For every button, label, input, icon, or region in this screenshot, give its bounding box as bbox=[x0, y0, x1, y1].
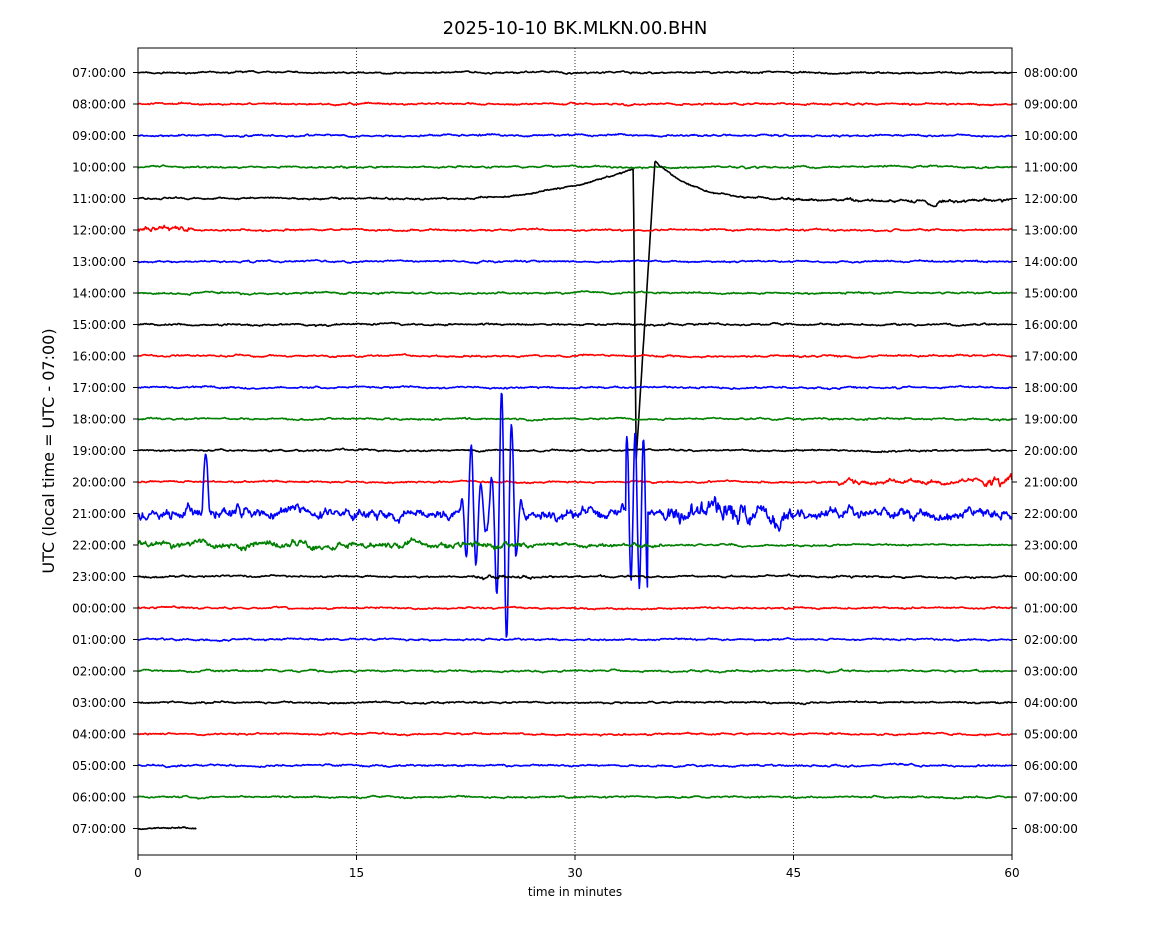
right-time-label: 03:00:00 bbox=[1024, 665, 1078, 679]
right-time-label: 16:00:00 bbox=[1024, 318, 1078, 332]
left-time-label: 20:00:00 bbox=[72, 476, 126, 490]
right-time-label: 08:00:00 bbox=[1024, 66, 1078, 80]
left-time-label: 23:00:00 bbox=[72, 570, 126, 584]
right-time-labels: 08:00:00 09:00:00 10:00:00 11:00:00 12:00:00… bbox=[1012, 66, 1078, 836]
x-tick-label: 15 bbox=[349, 866, 364, 880]
seismic-trace bbox=[137, 605, 1013, 611]
right-time-label: 04:00:00 bbox=[1024, 696, 1078, 710]
seismic-trace bbox=[137, 133, 1013, 138]
left-time-label: 11:00:00 bbox=[72, 192, 126, 206]
x-tick-label: 45 bbox=[786, 866, 801, 880]
right-time-label: 12:00:00 bbox=[1024, 192, 1078, 206]
trace-group bbox=[137, 70, 1013, 831]
grid-lines bbox=[356, 48, 794, 855]
right-time-label: 08:00:00 bbox=[1024, 822, 1078, 836]
left-time-label: 07:00:00 bbox=[72, 822, 126, 836]
right-time-label: 19:00:00 bbox=[1024, 413, 1078, 427]
left-time-label: 00:00:00 bbox=[72, 602, 126, 616]
seismic-trace bbox=[137, 537, 1013, 552]
left-time-label: 17:00:00 bbox=[72, 381, 126, 395]
left-time-label: 06:00:00 bbox=[72, 791, 126, 805]
seismic-trace bbox=[137, 160, 1013, 461]
right-time-label: 22:00:00 bbox=[1024, 507, 1078, 521]
seismic-trace bbox=[137, 290, 1013, 296]
seismic-trace bbox=[137, 392, 1013, 638]
left-time-label: 12:00:00 bbox=[72, 224, 126, 238]
right-time-label: 18:00:00 bbox=[1024, 381, 1078, 395]
chart-title: 2025-10-10 BK.MLKN.00.BHN bbox=[443, 18, 708, 39]
seismic-trace bbox=[137, 731, 1013, 737]
seismic-trace bbox=[137, 164, 1013, 170]
right-time-label: 10:00:00 bbox=[1024, 129, 1078, 143]
seismic-trace bbox=[137, 258, 1013, 265]
left-time-label: 05:00:00 bbox=[72, 759, 126, 773]
x-axis-ticks: 0 15 30 45 60 bbox=[134, 855, 1020, 880]
left-time-labels: 07:00:00 08:00:00 09:00:00 10:00:00 11:00:00… bbox=[72, 66, 138, 836]
right-time-label: 20:00:00 bbox=[1024, 444, 1078, 458]
y-axis-label: UTC (local time = UTC - 07:00) bbox=[39, 328, 58, 573]
right-time-label: 00:00:00 bbox=[1024, 570, 1078, 584]
x-tick-label: 0 bbox=[134, 866, 142, 880]
left-time-label: 07:00:00 bbox=[72, 66, 126, 80]
left-time-label: 18:00:00 bbox=[72, 413, 126, 427]
right-time-label: 09:00:00 bbox=[1024, 98, 1078, 112]
right-time-label: 14:00:00 bbox=[1024, 255, 1078, 269]
right-time-label: 23:00:00 bbox=[1024, 539, 1078, 553]
left-time-label: 02:00:00 bbox=[72, 665, 126, 679]
right-time-label: 21:00:00 bbox=[1024, 476, 1078, 490]
left-time-label: 10:00:00 bbox=[72, 161, 126, 175]
left-time-label: 22:00:00 bbox=[72, 539, 126, 553]
right-time-label: 07:00:00 bbox=[1024, 791, 1078, 805]
right-time-label: 01:00:00 bbox=[1024, 602, 1078, 616]
left-time-label: 15:00:00 bbox=[72, 318, 126, 332]
left-time-label: 09:00:00 bbox=[72, 129, 126, 143]
left-time-label: 03:00:00 bbox=[72, 696, 126, 710]
x-tick-label: 60 bbox=[1004, 866, 1019, 880]
seismic-trace bbox=[137, 321, 1013, 328]
seismic-trace bbox=[137, 668, 1013, 674]
seismic-trace bbox=[137, 636, 1013, 643]
seismic-trace bbox=[137, 447, 1013, 454]
x-axis-label: time in minutes bbox=[528, 885, 622, 899]
right-time-label: 13:00:00 bbox=[1024, 224, 1078, 238]
right-time-label: 05:00:00 bbox=[1024, 728, 1078, 742]
seismic-trace bbox=[137, 224, 1013, 233]
left-time-label: 19:00:00 bbox=[72, 444, 126, 458]
seismic-trace bbox=[137, 825, 197, 831]
left-time-label: 04:00:00 bbox=[72, 728, 126, 742]
seismic-trace bbox=[137, 101, 1013, 107]
right-time-label: 02:00:00 bbox=[1024, 633, 1078, 647]
x-tick-label: 30 bbox=[567, 866, 582, 880]
left-time-label: 14:00:00 bbox=[72, 287, 126, 301]
seismic-trace bbox=[137, 794, 1013, 800]
left-time-label: 13:00:00 bbox=[72, 255, 126, 269]
seismic-trace bbox=[137, 762, 1013, 769]
seismic-trace bbox=[137, 700, 1013, 706]
left-time-label: 01:00:00 bbox=[72, 633, 126, 647]
left-time-label: 16:00:00 bbox=[72, 350, 126, 364]
seismic-trace bbox=[137, 70, 1013, 75]
right-time-label: 15:00:00 bbox=[1024, 287, 1078, 301]
right-time-label: 17:00:00 bbox=[1024, 350, 1078, 364]
seismic-trace bbox=[137, 353, 1013, 359]
left-time-label: 21:00:00 bbox=[72, 507, 126, 521]
right-time-label: 11:00:00 bbox=[1024, 161, 1078, 175]
left-time-label: 08:00:00 bbox=[72, 98, 126, 112]
right-time-label: 06:00:00 bbox=[1024, 759, 1078, 773]
seismic-trace bbox=[137, 416, 1013, 422]
seismic-trace bbox=[137, 573, 1013, 581]
seismic-trace bbox=[137, 384, 1013, 391]
seismic-trace bbox=[137, 473, 1013, 488]
